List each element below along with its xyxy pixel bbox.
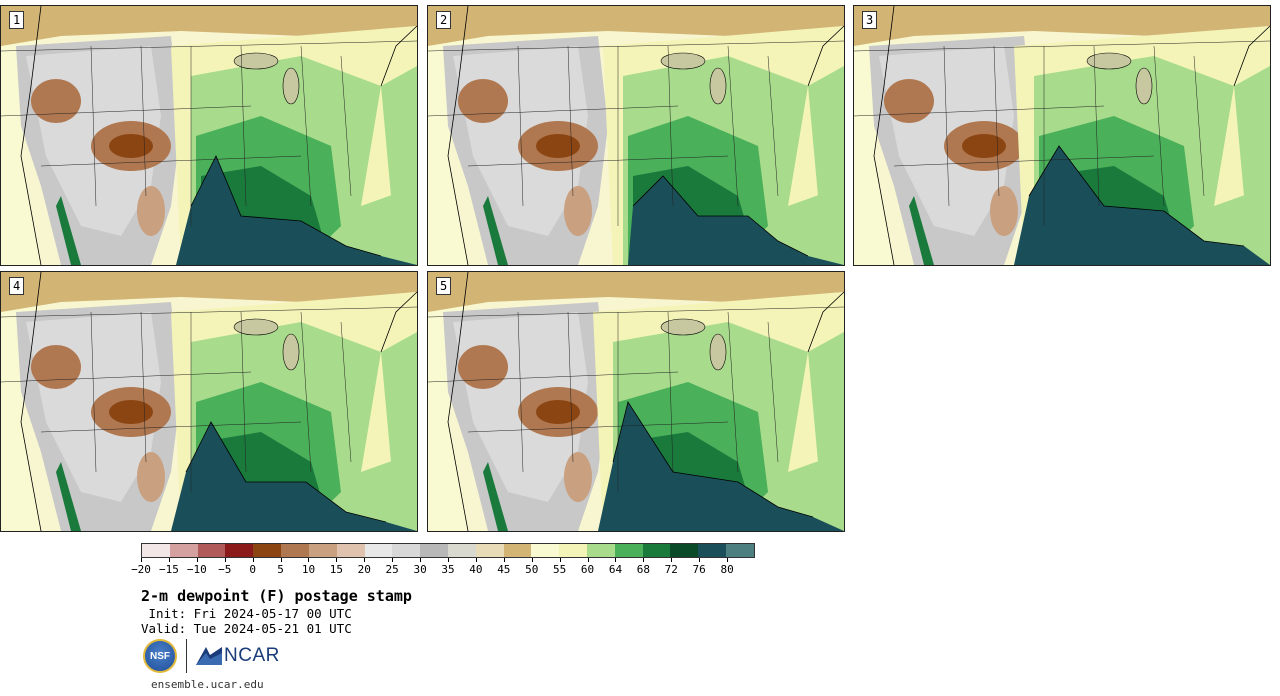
colorbar-swatch xyxy=(642,544,671,557)
colorbar-swatch xyxy=(726,544,754,557)
colorbar-swatch xyxy=(475,544,504,557)
colorbar-swatch xyxy=(225,544,254,557)
colorbar-tick-label: 15 xyxy=(329,563,343,576)
colorbar-tick-label: 55 xyxy=(553,563,567,576)
colorbar-tick xyxy=(671,558,673,562)
colorbar-ticks: −20 −15 −10 −5 0 5 10 15 20 25 30 35 40 45 50 55 60 64 68 7… xyxy=(131,558,755,578)
nsf-logo: NSF xyxy=(143,639,177,673)
ncar-swoosh-icon xyxy=(196,647,222,665)
dewpoint-map-1 xyxy=(1,6,417,265)
colorbar-tick-label: 80 xyxy=(720,563,734,576)
colorbar-swatch xyxy=(503,544,532,557)
colorbar-tick-label: −20 xyxy=(131,563,151,576)
colorbar-swatch xyxy=(447,544,476,557)
colorbar-tick-label: 25 xyxy=(385,563,399,576)
colorbar-tick xyxy=(308,558,310,562)
colorbar-swatch xyxy=(308,544,337,557)
chart-title: 2-m dewpoint (F) postage stamp xyxy=(141,587,412,605)
colorbar xyxy=(141,543,755,558)
colorbar-tick xyxy=(448,558,449,562)
colorbar-tick xyxy=(336,558,338,562)
colorbar-tick-label: 10 xyxy=(301,563,316,576)
map-panel-4: 4 xyxy=(0,271,418,532)
colorbar-swatch xyxy=(336,544,365,557)
colorbar-tick xyxy=(392,558,394,562)
colorbar-tick-label: 50 xyxy=(525,563,539,576)
colorbar-tick xyxy=(559,558,561,562)
map-panel-5: 5 xyxy=(427,271,845,532)
colorbar-tick xyxy=(587,558,589,562)
init-time: Init: Fri 2024-05-17 00 UTC xyxy=(141,606,352,621)
colorbar-tick-label: 5 xyxy=(277,563,284,576)
ncar-logo: NCAR xyxy=(196,645,280,667)
member-number-label: 1 xyxy=(9,11,25,29)
colorbar-tick xyxy=(615,558,617,562)
map-panel-2: 2 xyxy=(427,5,845,266)
footer-url: ensemble.ucar.edu xyxy=(151,678,264,691)
colorbar-swatch xyxy=(670,544,699,557)
colorbar-tick xyxy=(643,558,645,562)
colorbar-tick-label: 0 xyxy=(249,563,256,576)
map-panel-1: 1 xyxy=(0,5,418,266)
dewpoint-map-5 xyxy=(428,272,844,531)
member-number-label: 4 xyxy=(9,277,25,295)
colorbar-tick-label: −10 xyxy=(186,563,207,576)
colorbar-swatch xyxy=(420,544,448,557)
colorbar-tick-label: 20 xyxy=(357,563,371,576)
dewpoint-map-2 xyxy=(428,6,844,265)
member-number-label: 5 xyxy=(436,277,452,295)
colorbar-tick xyxy=(141,558,142,562)
colorbar-swatch xyxy=(531,544,560,557)
dewpoint-map-4 xyxy=(1,272,417,531)
colorbar-tick-label: 45 xyxy=(497,563,511,576)
colorbar-tick-label: 64 xyxy=(608,563,623,576)
colorbar-swatch xyxy=(559,544,587,557)
colorbar-swatch xyxy=(169,544,198,557)
colorbar-tick xyxy=(364,558,366,562)
colorbar-tick xyxy=(699,558,701,562)
logos: NSF NCAR xyxy=(143,637,280,675)
colorbar-swatch xyxy=(253,544,282,557)
member-number-label: 3 xyxy=(862,11,878,29)
colorbar-tick-label: −15 xyxy=(158,563,179,576)
colorbar-tick xyxy=(168,558,170,562)
colorbar-tick xyxy=(252,558,254,562)
colorbar-swatch xyxy=(364,544,393,557)
colorbar-tick-label: −5 xyxy=(218,563,232,576)
colorbar-swatch xyxy=(587,544,615,557)
colorbar-swatch xyxy=(142,544,170,557)
colorbar-tick xyxy=(224,558,226,562)
colorbar-tick-label: 40 xyxy=(469,563,483,576)
colorbar-tick-label: 68 xyxy=(636,563,650,576)
colorbar-tick xyxy=(503,558,505,562)
colorbar-swatch xyxy=(698,544,727,557)
valid-time: Valid: Tue 2024-05-21 01 UTC xyxy=(141,621,352,636)
logo-divider xyxy=(186,639,187,673)
colorbar-tick xyxy=(531,558,533,562)
dewpoint-map-3 xyxy=(854,6,1270,265)
map-panel-3: 3 xyxy=(853,5,1271,266)
colorbar-swatch xyxy=(197,544,226,557)
colorbar-swatch xyxy=(281,544,309,557)
colorbar-swatch xyxy=(392,544,421,557)
colorbar-tick-label: 72 xyxy=(664,563,678,576)
colorbar-tick xyxy=(280,558,282,562)
colorbar-tick xyxy=(727,558,729,562)
colorbar-tick xyxy=(420,558,422,562)
member-number-label: 2 xyxy=(436,11,452,29)
colorbar-tick-label: 60 xyxy=(580,563,595,576)
colorbar-tick-label: 30 xyxy=(413,563,427,576)
colorbar-tick-label: 76 xyxy=(692,563,706,576)
colorbar-tick-label: 35 xyxy=(441,563,455,576)
colorbar-swatch xyxy=(614,544,643,557)
colorbar-tick xyxy=(475,558,477,562)
colorbar-tick xyxy=(196,558,198,562)
